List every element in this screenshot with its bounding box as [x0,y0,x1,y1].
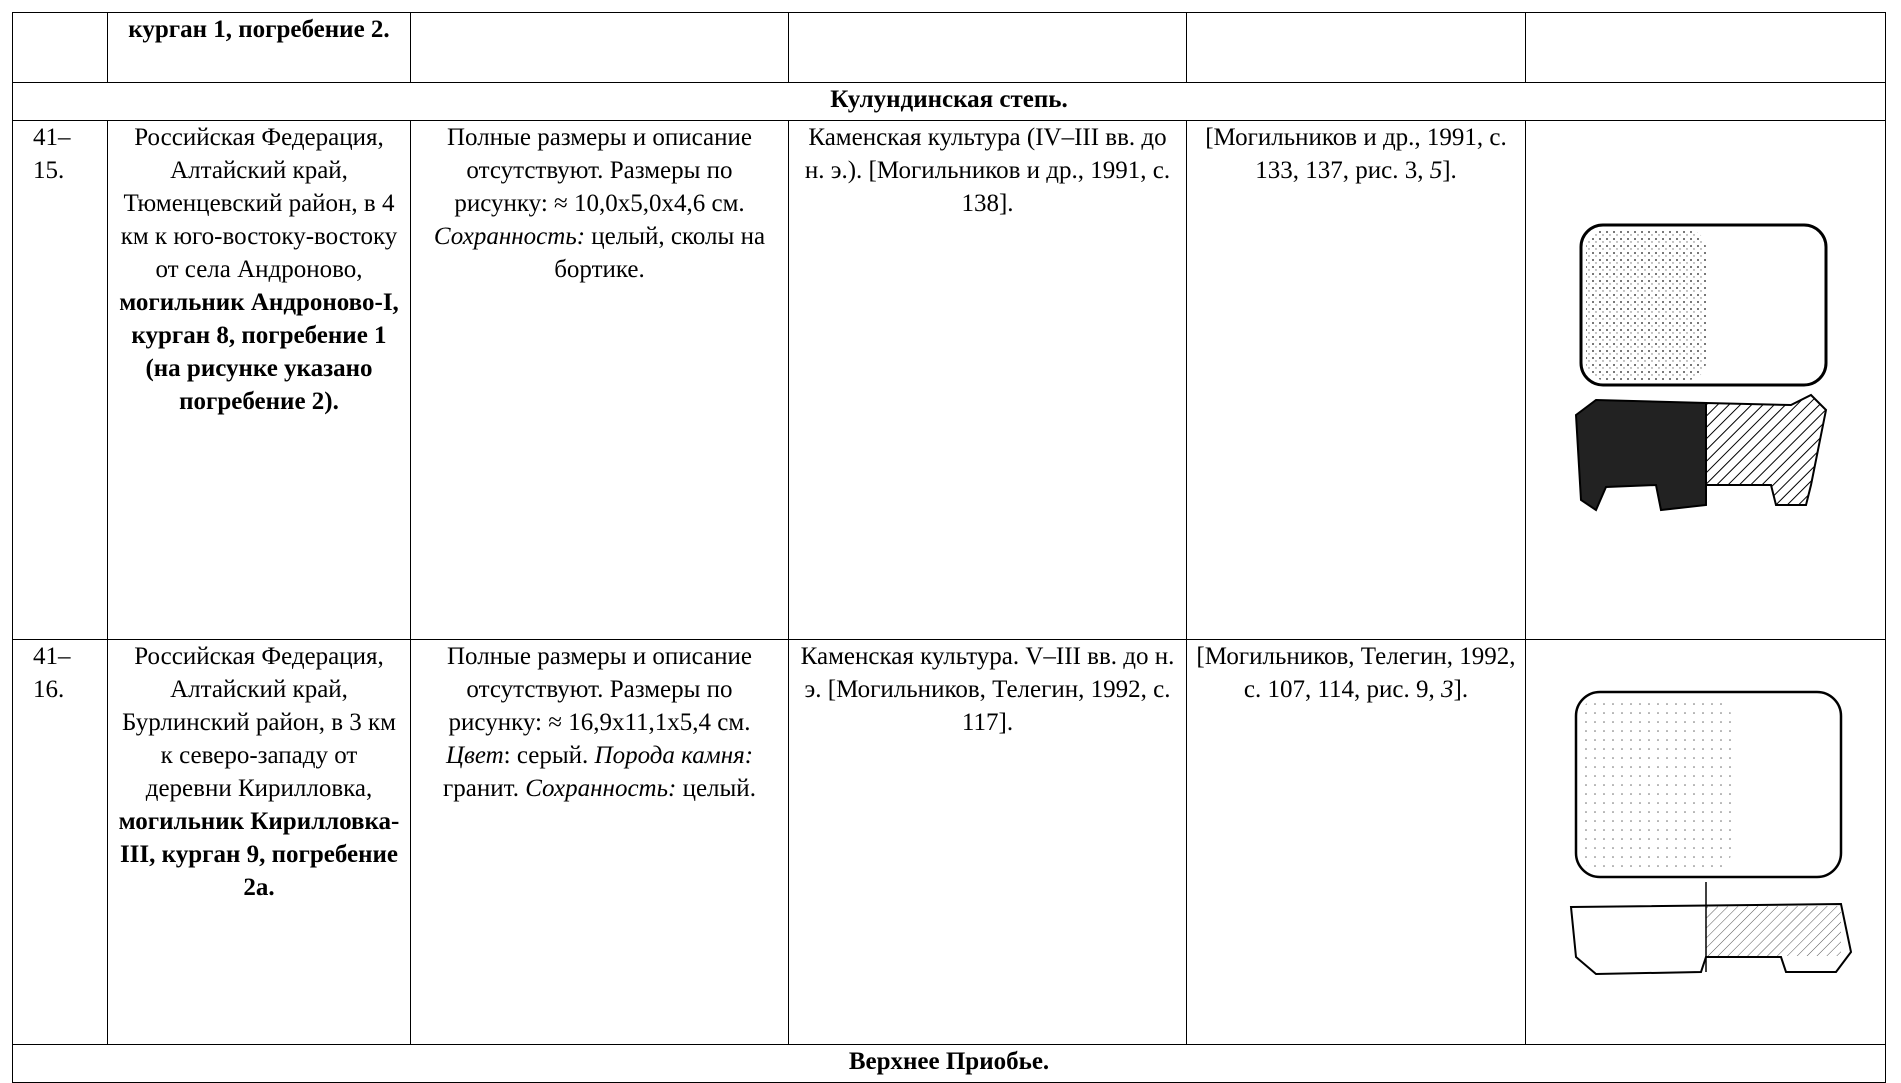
description-label: Сохранность: [525,775,677,802]
location: Российская Федерация, Алтайский край, Бу… [121,643,396,802]
description-text: Размеры по рисунку: ≈ 16,9x11,1x5,4 см. [448,676,751,736]
cell [1525,12,1886,83]
cell: Российская Федерация, Алтайский край, Тю… [107,120,411,640]
description-text: Размеры по рисунку: ≈ 10,0x5,0x4,6 см. [454,157,745,217]
description-text: Полные размеры и описание отсутствуют. [446,643,753,703]
description-text: целый, сколы на бортике. [554,223,766,283]
table: курган 1, погребение 2. Кулундинская сте… [12,12,1886,1083]
location-bold: могильник Андроново-I, курган 8, погребе… [119,289,399,415]
cell: [Могильников и др., 1991, с. 133, 137, р… [1186,120,1526,640]
cell [788,12,1187,83]
description-text: целый. [682,775,756,802]
location-bold: курган 1, погребение 2. [128,16,390,43]
cell [410,12,789,83]
reference-figure: 5 [1429,157,1443,184]
row: 41–16. Российская Федерация, Алтайский к… [12,639,1886,1045]
cell: 41–16. [12,639,108,1045]
culture: Каменская культура. V–III вв. до н. э. [… [800,643,1175,736]
section-title: Верхнее Приобье. [12,1044,1886,1083]
drawing [1574,223,1827,512]
description-label: Цвет [445,742,504,769]
culture: Каменская культура (IV–III вв. до н. э.)… [804,124,1171,217]
row: Кулундинская степь. [12,82,1886,121]
reference: [Могильников, Телегин, 1992, с. 107, 114… [1196,643,1516,703]
description-text: : серый. [503,742,589,769]
cell [1525,120,1886,640]
cell [1525,639,1886,1045]
row: Верхнее Приобье. [12,1044,1886,1083]
cell [1186,12,1526,83]
cell: Каменская культура (IV–III вв. до н. э.)… [788,120,1187,640]
reference-figure: 3 [1441,676,1454,703]
reference-end: ]. [1453,676,1469,703]
description-text: гранит. [443,775,519,802]
cell: Российская Федерация, Алтайский край, Бу… [107,639,411,1045]
cell: Полные размеры и описание отсутствуют. Р… [410,639,789,1045]
description-label: Порода камня: [594,742,754,769]
cell: курган 1, погребение 2. [107,12,411,83]
cell: Полные размеры и описание отсутствуют. Р… [410,120,789,640]
cell: Каменская культура. V–III вв. до н. э. [… [788,639,1187,1045]
cell: [Могильников, Телегин, 1992, с. 107, 114… [1186,639,1526,1045]
reference-end: ]. [1442,157,1457,184]
cell: 41–15. [12,120,108,640]
description-text: Полные размеры и описание отсутствуют. [446,124,753,184]
row: 41–15. Российская Федерация, Алтайский к… [12,120,1886,640]
drawing [1569,690,1852,976]
location: Российская Федерация, Алтайский край, Тю… [120,124,398,283]
reference: [Могильников и др., 1991, с. 133, 137, р… [1205,124,1507,184]
section-title: Кулундинская степь. [12,82,1886,121]
description-label: Сохранность: [433,223,586,250]
cell [12,12,108,83]
number: 41–15. [33,124,71,184]
number: 41–16. [33,643,71,703]
row: курган 1, погребение 2. [12,12,1886,83]
location-bold: могильник Кирилловка-III, курган 9, погр… [118,808,400,901]
